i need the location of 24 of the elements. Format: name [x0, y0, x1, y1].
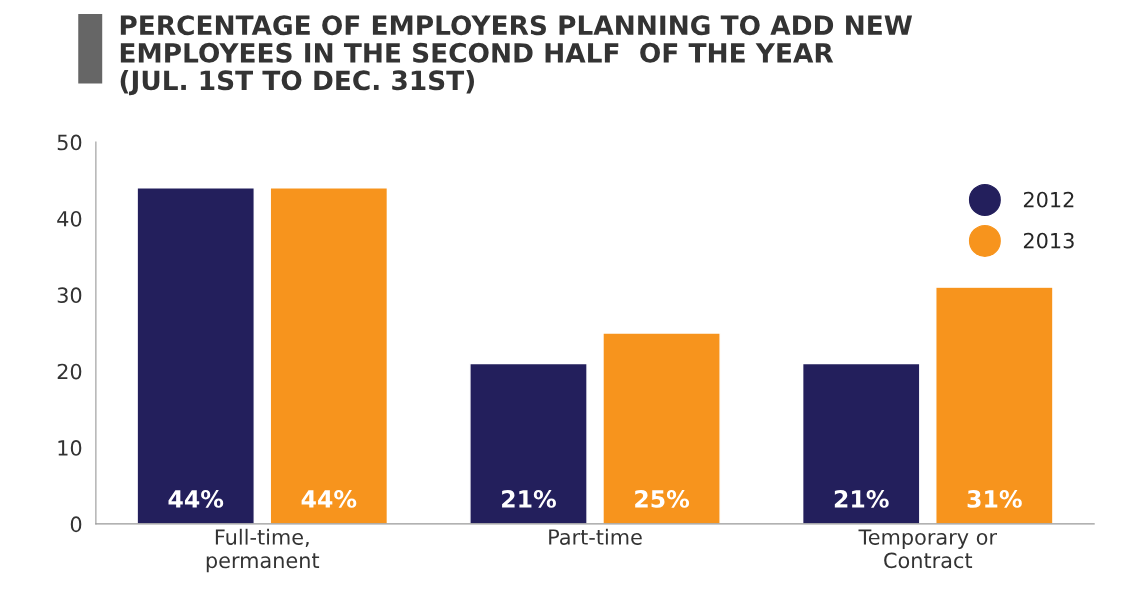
- y-tick-label: 20: [57, 363, 82, 380]
- chart-title: PERCENTAGE OF EMPLOYERS PLANNING TO ADD NEW EMPLOYEES IN THE SECOND HALF OF THE YEAR (JUL. 1ST TO DEC. 31ST): [120, 15, 913, 96]
- bar: [269, 187, 389, 524]
- data-label: 25%: [635, 490, 690, 508]
- bar: [935, 286, 1054, 524]
- data-label: 44%: [301, 490, 357, 508]
- x-tick-label: Temporary or Contract: [858, 529, 997, 569]
- y-tick-label: 50: [57, 134, 82, 151]
- x-tick-label: Part-time: [549, 528, 642, 545]
- data-label: 44%: [168, 490, 224, 508]
- legend-label: 2012: [1023, 191, 1074, 208]
- y-tick-label: 0: [70, 516, 82, 533]
- bar: [136, 187, 255, 524]
- bar: [469, 362, 588, 524]
- bar: [602, 332, 721, 524]
- data-label: 21%: [834, 490, 889, 508]
- y-tick-label: 10: [58, 440, 82, 456]
- y-tick-label: 30: [57, 287, 82, 304]
- data-label: 31%: [967, 490, 1022, 508]
- y-tick-label: 40: [57, 210, 82, 227]
- x-tick-label: Full-time, permanent: [206, 528, 320, 573]
- legend-label: 2013: [1023, 232, 1074, 249]
- bar: [801, 362, 921, 524]
- data-label: 21%: [502, 490, 556, 508]
